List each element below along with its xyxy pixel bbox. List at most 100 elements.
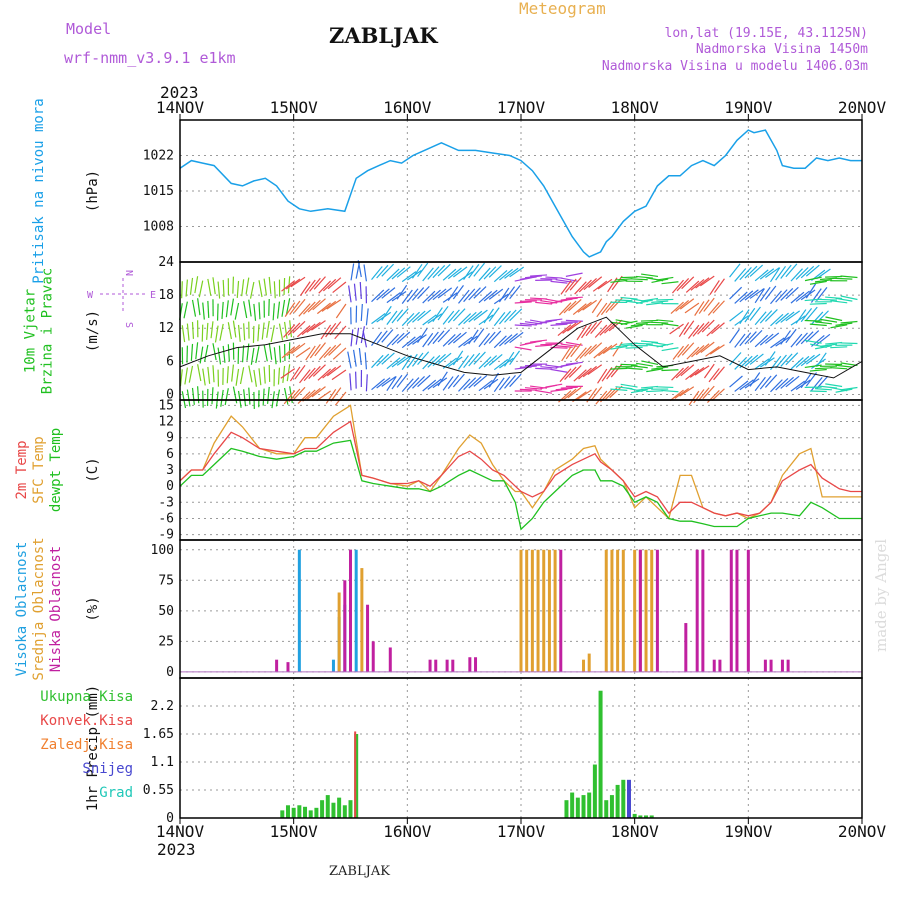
y-tick-label: 6 <box>166 447 174 462</box>
wind-barb <box>749 306 761 321</box>
wind-barb <box>790 268 803 282</box>
compass-south: S <box>123 322 134 328</box>
cloud-bar <box>633 549 637 672</box>
wind-barbs <box>179 260 858 409</box>
wind-barb <box>186 323 190 341</box>
y-tick-label: 50 <box>158 604 174 619</box>
wind-barb <box>262 388 265 406</box>
wind-barb <box>651 321 669 324</box>
wind-barb <box>198 280 204 298</box>
panel-title: Niska Oblacnost <box>48 546 64 672</box>
wind-barb <box>514 346 532 351</box>
wind-barb <box>212 277 216 295</box>
y-tick-label: 12 <box>158 415 174 430</box>
wind-barb <box>452 350 464 366</box>
wind-barb <box>483 308 495 324</box>
wind-barb <box>805 353 821 365</box>
wind-barb <box>576 389 592 400</box>
wind-barb <box>437 305 449 321</box>
wind-barb <box>314 342 326 357</box>
wind-barb <box>759 375 772 390</box>
wind-barb <box>780 376 794 389</box>
wind-barb <box>695 343 710 356</box>
wind-barb <box>574 347 587 362</box>
wind-barb <box>729 375 743 388</box>
wind-barb <box>800 265 815 279</box>
wind-barb <box>293 298 306 313</box>
cloud-bar <box>610 549 614 672</box>
y-tick-label: 75 <box>158 573 174 588</box>
wind-barb <box>306 387 321 400</box>
precip-bar <box>587 792 592 818</box>
wind-barb <box>463 353 475 369</box>
wind-barb <box>285 298 291 316</box>
wind-barb <box>530 274 548 277</box>
wind-barb <box>555 387 573 391</box>
wind-barb <box>458 336 473 348</box>
wind-barb <box>299 369 311 384</box>
wind-barb <box>656 276 674 281</box>
wind-barb <box>283 321 288 339</box>
precip-bar <box>615 784 620 818</box>
wind-barb <box>391 356 406 368</box>
panel-title: Brzina i Pravac <box>40 268 56 394</box>
wind-barb <box>509 373 522 388</box>
wind-barb <box>591 298 603 314</box>
wind-barb <box>350 263 355 281</box>
wind-barb <box>671 367 684 381</box>
wind-barb <box>509 308 523 322</box>
precip-bar <box>632 813 637 818</box>
cloud-bar <box>604 549 608 672</box>
wind-barb <box>258 368 262 386</box>
wind-barb <box>334 391 347 406</box>
wind-barb <box>790 333 803 348</box>
wind-barb <box>790 380 806 392</box>
cloud-bar <box>553 549 557 672</box>
wind-barb <box>483 266 497 280</box>
cloud-bar <box>354 549 358 672</box>
wind-barb <box>764 374 778 388</box>
cloud-bar <box>695 549 699 672</box>
wind-barb <box>417 309 432 322</box>
compass-east: E <box>150 290 156 301</box>
wind-barb <box>222 345 226 363</box>
wind-barb <box>245 277 250 295</box>
wind-barb <box>780 330 791 345</box>
year-bottom: 2023 <box>157 840 196 859</box>
precip-bar <box>581 795 586 818</box>
wind-barb <box>765 267 780 278</box>
cloud-bar <box>428 659 432 672</box>
wind-barb <box>391 374 403 390</box>
wind-barb <box>620 363 638 366</box>
cloud-bar <box>582 659 586 672</box>
wind-barb <box>406 311 420 325</box>
compass-north: N <box>123 270 134 276</box>
wind-barb <box>206 322 209 340</box>
y-tick-label: 12 <box>158 321 174 336</box>
wind-barb <box>620 383 638 388</box>
wind-barb <box>625 346 643 349</box>
wind-barb <box>600 301 613 316</box>
wind-barb <box>307 299 321 313</box>
wind-barb <box>585 322 598 337</box>
wind-barb <box>221 301 224 319</box>
wind-barb <box>545 383 563 388</box>
wind-barb <box>706 323 720 337</box>
wind-barb <box>457 355 469 370</box>
y-tick-label: 1.1 <box>151 755 174 770</box>
wind-barb <box>557 324 572 337</box>
wind-barb <box>635 387 653 391</box>
wind-barb <box>599 322 613 336</box>
wind-barb <box>835 277 853 280</box>
wind-barb <box>406 288 419 303</box>
wind-barb <box>744 307 756 323</box>
wind-barb <box>540 366 558 369</box>
cloud-bar <box>434 659 438 672</box>
wind-barb <box>406 377 420 391</box>
wind-barb <box>331 369 347 381</box>
wind-barb <box>749 353 764 365</box>
wind-barb <box>332 281 347 294</box>
wind-barb <box>473 309 488 321</box>
wind-barb <box>220 389 224 407</box>
y-tick-label: 1022 <box>143 149 174 164</box>
